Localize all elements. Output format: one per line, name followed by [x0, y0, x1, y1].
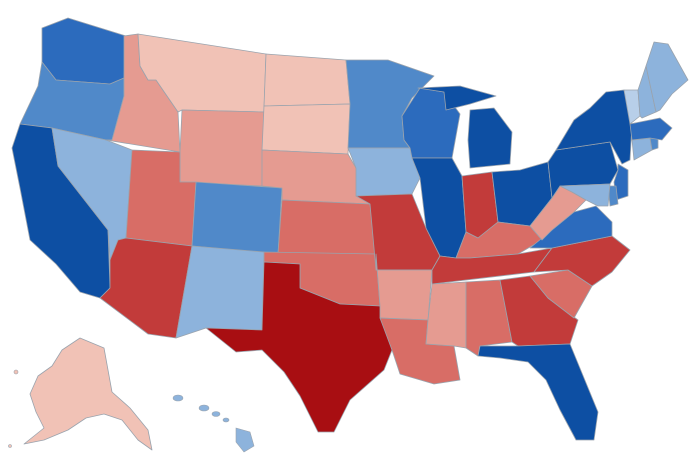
state-hi-island: [222, 417, 230, 423]
state-de: [607, 185, 619, 207]
state-sd: [261, 103, 351, 155]
state-tx: [205, 261, 393, 433]
state-fl: [477, 343, 599, 441]
state-az: [99, 237, 193, 339]
state-ak-island: [8, 444, 12, 448]
state-nd: [263, 53, 351, 107]
state-mi-upper: [417, 85, 497, 111]
state-ct: [631, 137, 653, 161]
state-ia: [347, 147, 421, 197]
state-hi-big-island: [235, 427, 255, 453]
state-wy: [179, 109, 265, 187]
state-me: [645, 41, 689, 113]
state-ks: [277, 199, 377, 255]
state-hi-island: [198, 404, 210, 412]
state-hi-island: [211, 411, 221, 417]
state-ak-island: [13, 369, 19, 375]
state-ma: [629, 117, 673, 141]
state-wa: [41, 17, 127, 85]
state-hi-island: [172, 394, 184, 402]
state-co: [191, 181, 283, 255]
state-ak: [23, 337, 153, 451]
state-nh: [637, 65, 657, 119]
state-nm: [175, 245, 265, 339]
state-ms: [425, 281, 467, 349]
state-md: [559, 183, 611, 207]
state-sc: [529, 269, 593, 319]
state-mi-lower: [467, 107, 513, 169]
